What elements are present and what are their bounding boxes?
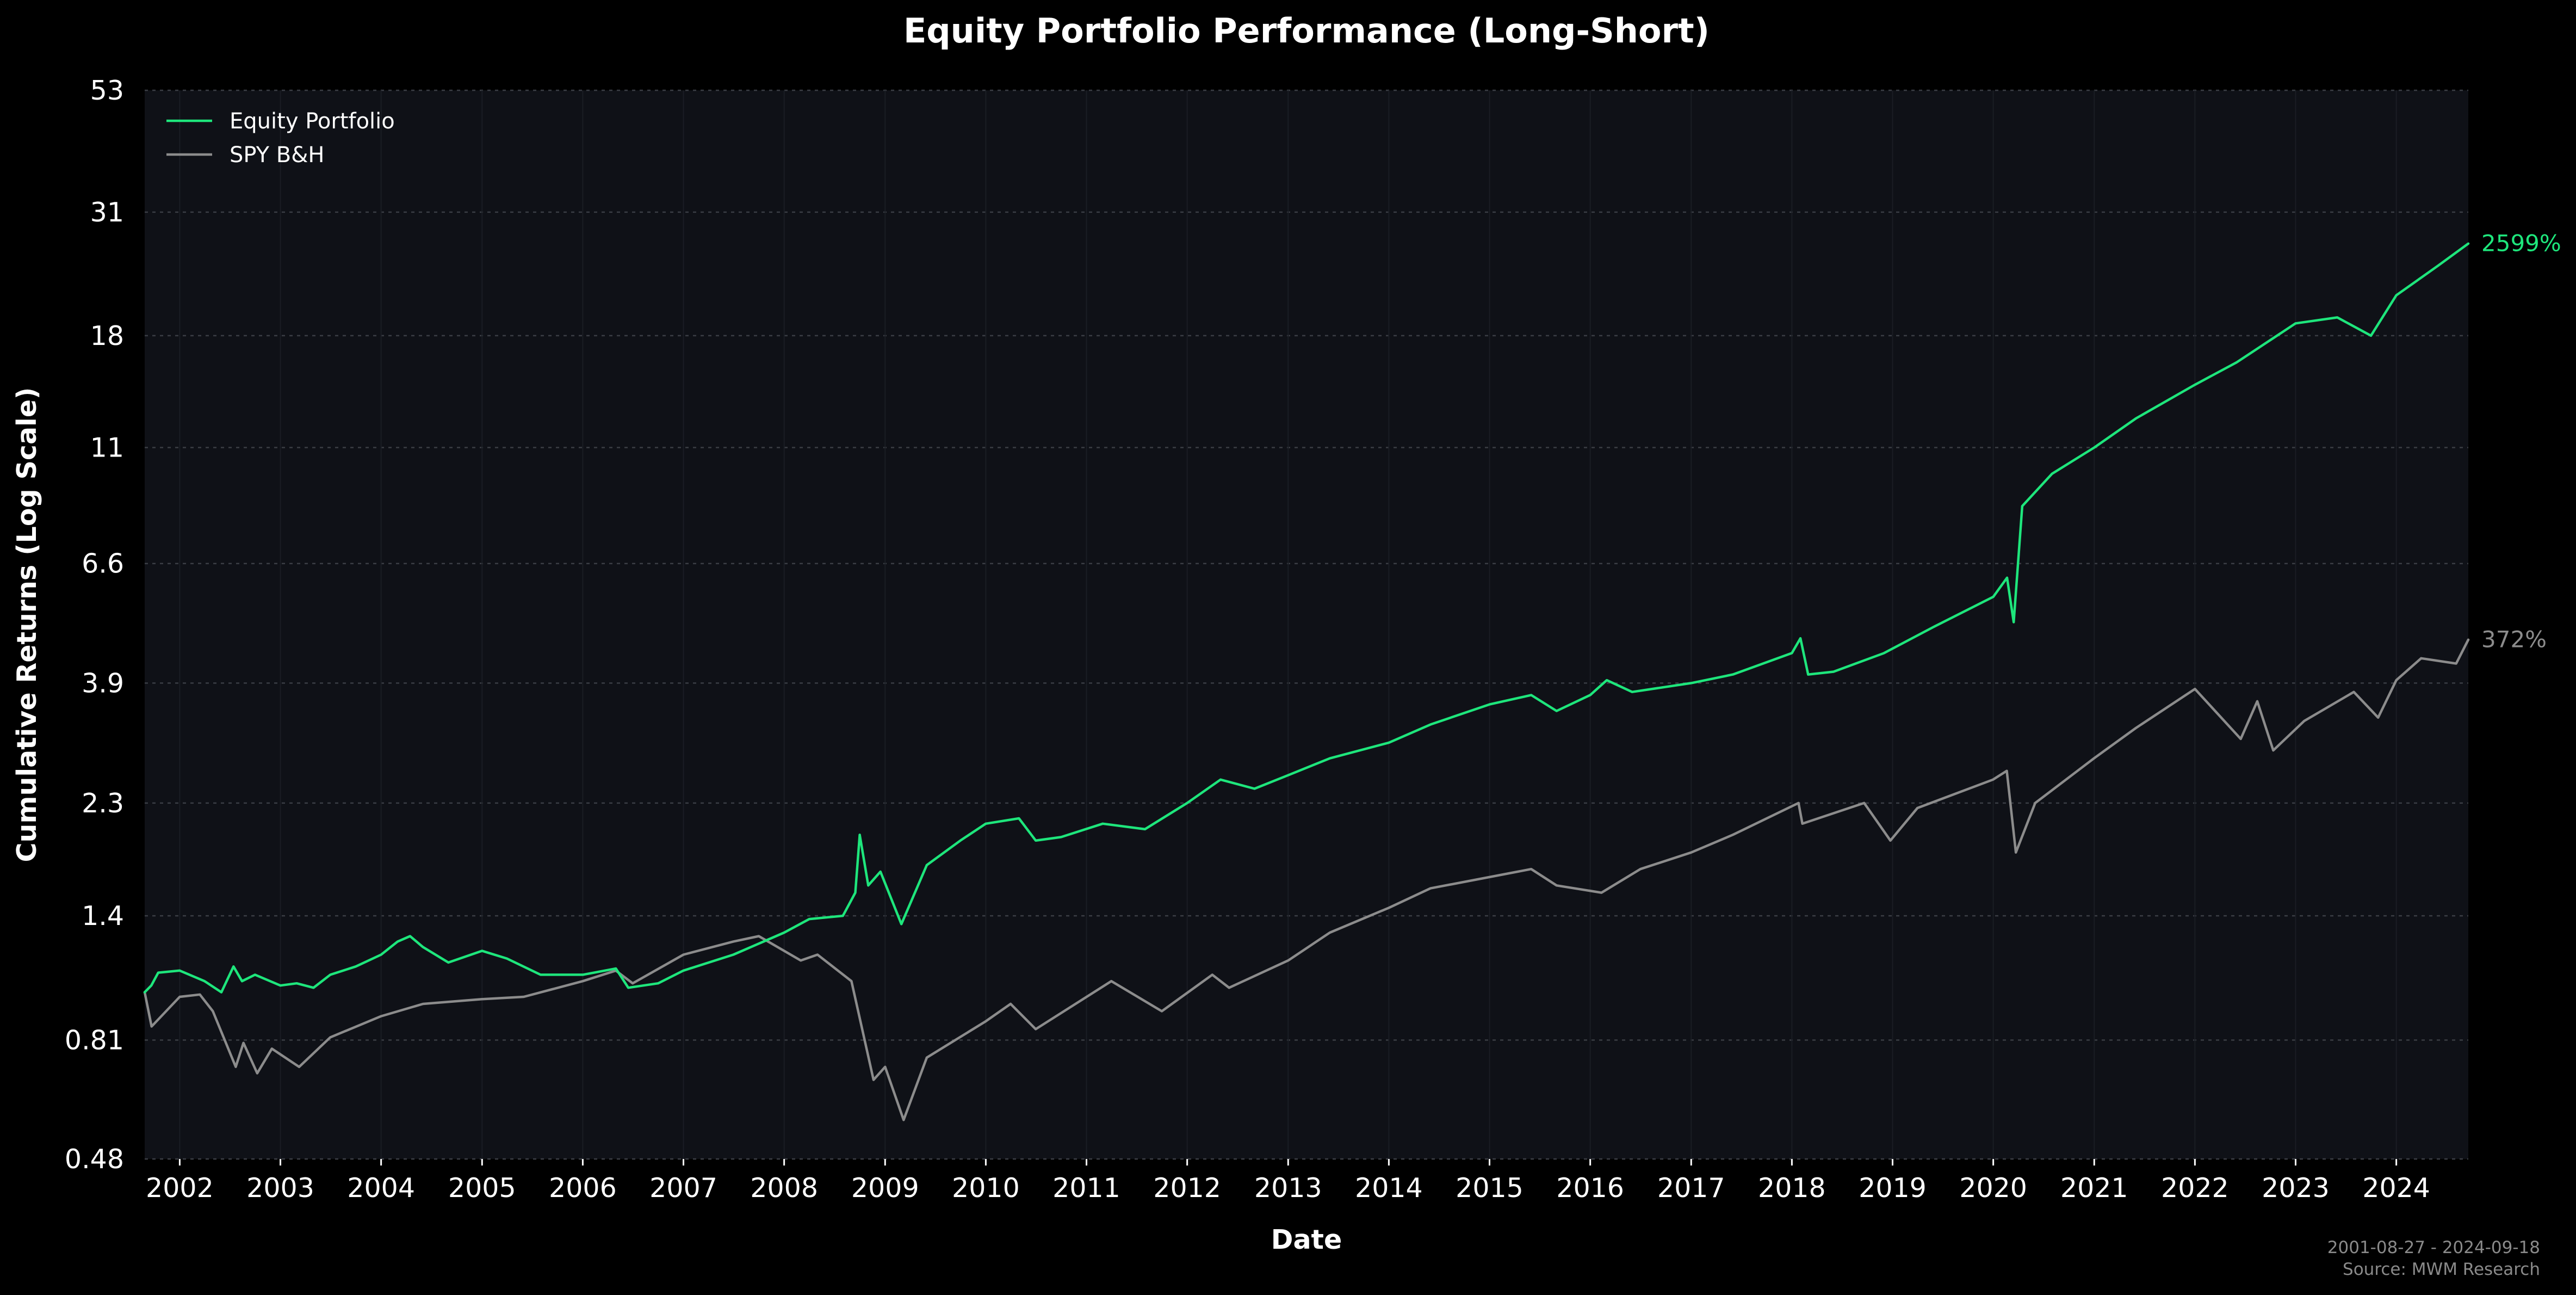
- x-tick-label: 2011: [1052, 1173, 1120, 1204]
- x-tick-label: 2014: [1355, 1173, 1423, 1204]
- x-tick-label: 2005: [448, 1173, 516, 1204]
- y-tick-label: 1.4: [82, 901, 124, 932]
- y-tick-label: 3.9: [82, 668, 124, 699]
- y-tick-label: 2.3: [82, 788, 124, 819]
- x-tick-label: 2003: [246, 1173, 314, 1204]
- chart-title: Equity Portfolio Performance (Long-Short…: [903, 11, 1710, 51]
- x-tick-label: 2013: [1254, 1173, 1322, 1204]
- x-tick-label: 2004: [347, 1173, 415, 1204]
- x-tick-label: 2019: [1859, 1173, 1927, 1204]
- x-tick-label: 2008: [750, 1173, 818, 1204]
- legend: Equity Portfolio SPY B&H: [166, 109, 395, 168]
- plot-area: [145, 90, 2468, 1159]
- x-tick-label: 2007: [649, 1173, 717, 1204]
- x-tick-label: 2021: [2060, 1173, 2128, 1204]
- y-tick-label: 11: [90, 432, 124, 463]
- x-tick-label: 2024: [2362, 1173, 2430, 1204]
- x-tick-label: 2016: [1556, 1173, 1624, 1204]
- x-tick-label: 2023: [2262, 1173, 2330, 1204]
- footer-date-range: 2001-08-27 - 2024-09-18: [2327, 1238, 2540, 1257]
- x-tick-label: 2002: [146, 1173, 214, 1204]
- x-tick-label: 2020: [1959, 1173, 2027, 1204]
- y-tick-labels: 0.48 0.81 1.4 2.3 3.9 6.6 11 18 31 53: [65, 75, 124, 1175]
- y-tick-label: 0.81: [65, 1025, 124, 1056]
- x-tick-label: 2015: [1456, 1173, 1524, 1204]
- y-tick-label: 6.6: [82, 548, 124, 579]
- series-line-1: [143, 638, 2470, 1121]
- x-tick-label: 2022: [2161, 1173, 2229, 1204]
- x-tick-label: 2006: [549, 1173, 617, 1204]
- series-line-0: [143, 242, 2470, 994]
- x-tick-label: 2017: [1657, 1173, 1725, 1204]
- y-tick-label: 0.48: [65, 1144, 124, 1175]
- x-axis-title: Date: [1271, 1224, 1342, 1255]
- end-label: 2599%: [2481, 230, 2561, 257]
- x-tick-labels: 2002 2003 2004 2005 2006 2007 2008 2009 2010 2011…: [146, 1173, 2430, 1204]
- grid: [145, 89, 2468, 1166]
- series-lines: [143, 242, 2470, 1121]
- y-tick-label: 18: [90, 320, 124, 351]
- legend-label: SPY B&H: [230, 143, 325, 168]
- y-tick-label: 53: [90, 75, 124, 106]
- x-tick-label: 2012: [1153, 1173, 1221, 1204]
- end-label: 372%: [2481, 626, 2547, 653]
- x-tick-label: 2018: [1758, 1173, 1826, 1204]
- legend-label: Equity Portfolio: [230, 109, 395, 134]
- x-tick-label: 2009: [851, 1173, 919, 1204]
- end-labels: 2599% 372%: [2481, 230, 2561, 653]
- y-tick-label: 31: [90, 197, 124, 228]
- x-tick-label: 2010: [952, 1173, 1020, 1204]
- y-axis-title: Cumulative Returns (Log Scale): [11, 387, 42, 862]
- footer-source: Source: MWM Research: [2343, 1260, 2540, 1279]
